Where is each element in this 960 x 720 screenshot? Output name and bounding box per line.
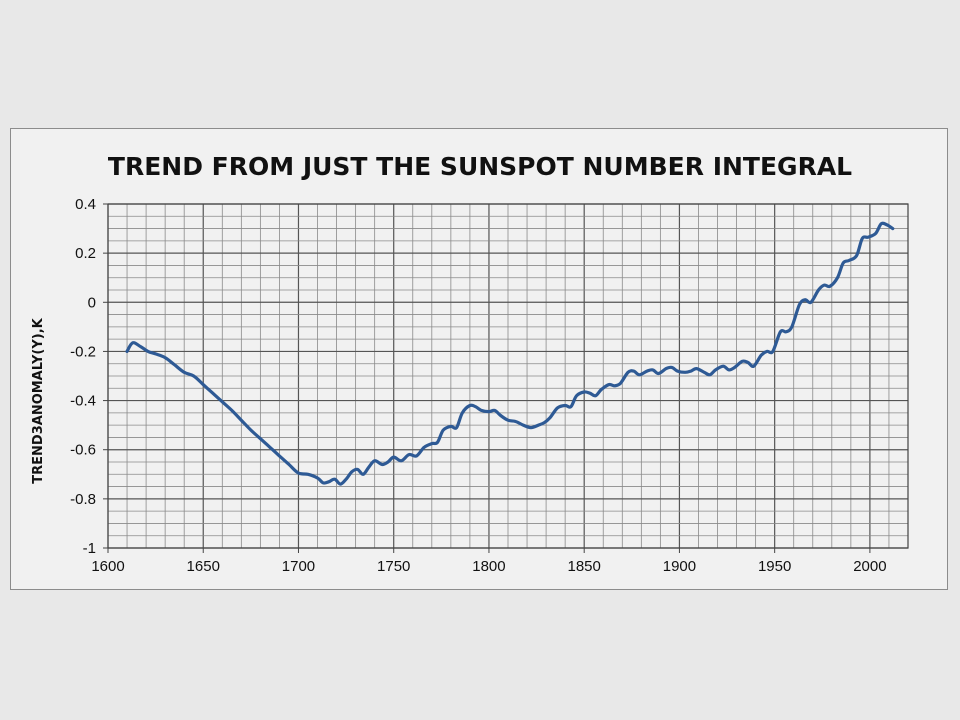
axes [103,203,909,553]
sunspot-trend-chart: TREND FROM JUST THE SUNSPOT NUMBER INTEG… [31,152,909,575]
chart-frame: TREND FROM JUST THE SUNSPOT NUMBER INTEG… [10,128,948,590]
x-tick-label: 1600 [91,558,124,575]
y-tick-labels: 0.4 0.2 0 -0.2 -0.4 -0.6 -0.8 -1 [70,196,96,557]
x-tick-label: 1950 [758,558,791,575]
x-tick-label: 1750 [377,558,410,575]
series-line [125,221,895,486]
grid [107,203,909,549]
x-tick-labels: 1600 1650 1700 1750 1800 1850 1900 1950 2000 [91,558,886,575]
plot-area-border [107,203,909,549]
chart-title: TREND FROM JUST THE SUNSPOT NUMBER INTEG… [108,152,852,181]
x-tick-label: 2000 [853,558,886,575]
y-tick-label: -0.6 [70,442,96,459]
x-tick-label: 1650 [187,558,220,575]
x-tick-label: 1850 [568,558,601,575]
y-tick-label: -0.8 [70,491,96,508]
y-tick-label: 0.4 [75,196,96,213]
y-tick-label: 0 [88,294,96,311]
y-axis-label: TREND3ANOMALY(Y),K [31,317,46,483]
series-layer [125,221,895,486]
x-tick-label: 1800 [472,558,505,575]
y-tick-label: -0.2 [70,343,96,360]
y-tick-label: -0.4 [70,393,96,410]
x-tick-label: 1700 [282,558,315,575]
x-tick-label: 1900 [663,558,696,575]
y-tick-label: -1 [83,540,96,557]
y-tick-label: 0.2 [75,245,96,262]
